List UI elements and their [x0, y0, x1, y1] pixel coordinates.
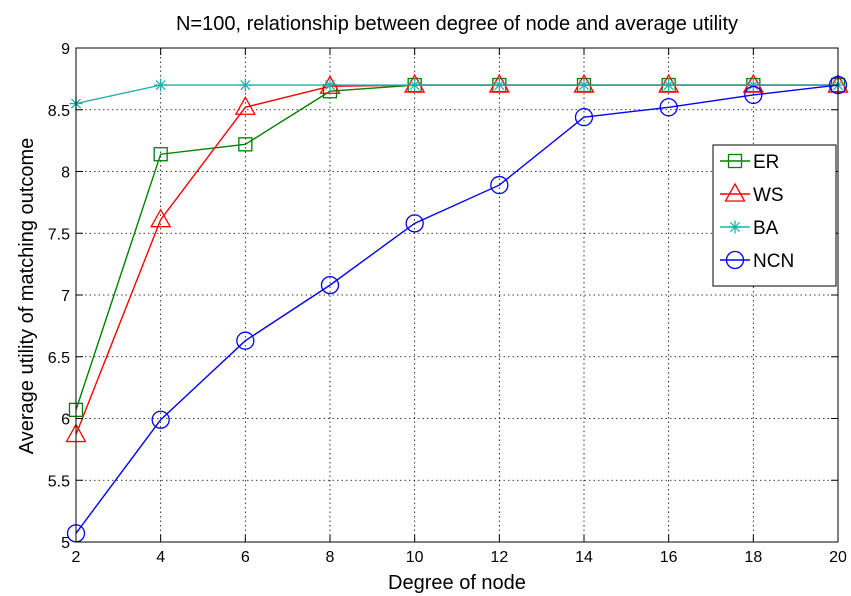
y-tick-label: 6.5	[48, 350, 70, 367]
x-tick-label: 6	[241, 549, 250, 566]
data-point-ba	[238, 78, 252, 92]
data-point-ba	[577, 78, 591, 92]
series-ba	[69, 78, 845, 111]
data-point-ba	[408, 78, 422, 92]
data-point-ws	[658, 73, 680, 93]
legend-label-ws: WS	[753, 185, 784, 206]
x-tick-label: 16	[660, 549, 678, 566]
x-tick-label: 8	[326, 549, 335, 566]
data-point-ws	[404, 73, 426, 93]
y-tick-label: 7.5	[48, 226, 70, 243]
y-tick-label: 9	[61, 41, 70, 58]
legend-marker-er	[727, 153, 743, 169]
series-line-ba	[75, 84, 838, 105]
x-axis-title: Degree of node	[388, 572, 526, 594]
data-point-ba	[662, 78, 676, 92]
y-tick-label: 8.5	[48, 103, 70, 120]
data-point-ncn	[320, 275, 340, 295]
legend-entry-ws: WS	[720, 182, 784, 206]
data-point-ba	[154, 78, 168, 92]
data-point-ws	[488, 73, 510, 93]
data-point-ncn	[236, 331, 255, 350]
data-point-ba	[323, 78, 337, 92]
y-tick-label: 8	[61, 165, 70, 182]
legend-label-ba: BA	[753, 218, 779, 239]
chart-title: N=100, relationship between degree of no…	[176, 13, 738, 35]
legend: ER WS BA NCN	[712, 144, 837, 287]
data-point-er	[238, 137, 253, 152]
legend-marker-ba	[728, 220, 742, 234]
y-tick-labels: 5 5.5 6 6.5 7 7.5 8 8.5 9	[48, 41, 70, 552]
data-point-ncn	[151, 410, 170, 429]
x-tick-label: 10	[406, 549, 424, 566]
data-point-ncn	[744, 85, 763, 105]
legend-marker-ws	[724, 182, 746, 202]
legend-entry-er: ER	[720, 152, 779, 173]
legend-label-ncn: NCN	[753, 251, 794, 272]
y-tick-label: 5.5	[48, 473, 70, 490]
data-point-ws	[573, 73, 595, 93]
x-tick-label: 20	[829, 549, 847, 566]
legend-box	[712, 144, 837, 287]
legend-entry-ba: BA	[720, 218, 779, 239]
legend-entry-ncn: NCN	[720, 250, 794, 272]
data-point-ba	[746, 78, 760, 92]
x-tick-label: 12	[490, 549, 508, 566]
data-point-ncn	[574, 108, 594, 127]
plot-area	[76, 48, 838, 542]
grid-lines	[76, 48, 838, 542]
series-layer	[65, 73, 849, 543]
legend-label-er: ER	[753, 152, 779, 173]
data-point-er	[153, 147, 168, 162]
x-tick-label: 4	[156, 549, 165, 566]
y-tick-label: 7	[61, 288, 70, 305]
y-tick-label: 6	[61, 412, 70, 429]
data-point-ws	[742, 73, 764, 93]
data-point-ncn	[490, 175, 509, 195]
legend-marker-ncn	[725, 250, 745, 270]
x-tick-label: 2	[72, 549, 81, 566]
y-tick-label: 5	[61, 535, 70, 552]
data-point-ncn	[405, 214, 424, 233]
series-line-ncn	[75, 84, 839, 534]
data-point-ws	[150, 208, 172, 228]
x-tick-label: 14	[575, 549, 593, 566]
data-point-ncn	[659, 98, 678, 117]
data-point-ba	[492, 78, 506, 92]
x-tick-label: 18	[744, 549, 762, 566]
x-tick-labels: 2 4 6 8 10 12 14 16 18 20	[72, 549, 847, 566]
y-axis-title: Average utility of matching outcome	[16, 138, 38, 454]
data-point-ws	[234, 95, 256, 115]
